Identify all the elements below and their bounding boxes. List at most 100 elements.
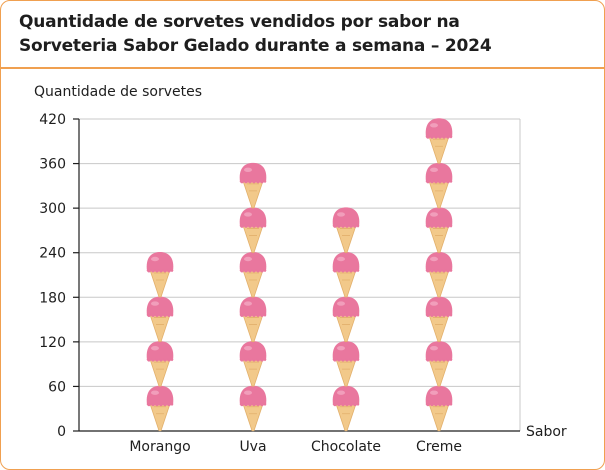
scoop: [146, 341, 174, 361]
y-tick-label: 180: [39, 290, 66, 306]
cone-texture: [154, 361, 166, 370]
scoop: [425, 162, 453, 182]
chart-title-line-2: Sorveteria Sabor Gelado durante a semana…: [19, 36, 492, 56]
scoop-drip: [239, 224, 267, 228]
scoop-highlight: [430, 167, 438, 173]
cone-texture: [433, 138, 445, 147]
ice-cream-cone-icon: [239, 296, 267, 342]
scoop: [332, 252, 360, 271]
cone-texture: [433, 361, 445, 370]
scoop-highlight: [337, 212, 345, 217]
scoop: [425, 341, 453, 361]
x-tick-label: Creme: [416, 439, 462, 455]
y-tick-label: 60: [48, 379, 66, 395]
cone-texture: [340, 272, 352, 281]
cone-texture: [247, 228, 259, 236]
scoop-drip: [146, 313, 174, 318]
ice-cream-cone-icon: [425, 341, 453, 387]
scoop-highlight: [337, 301, 345, 306]
scoop-drip: [332, 402, 360, 407]
cone-texture: [433, 183, 445, 192]
ice-cream-cone-icon: [239, 162, 267, 209]
cone-texture: [154, 317, 166, 325]
scoop-highlight: [244, 212, 252, 217]
scoop: [332, 341, 360, 361]
scoop-highlight: [244, 256, 252, 262]
ice-cream-cone-icon: [239, 385, 267, 432]
ice-cream-cone-icon: [332, 252, 360, 298]
ice-cream-cone-icon: [239, 207, 267, 253]
scoop: [239, 207, 267, 227]
y-tick-label: 240: [39, 246, 66, 262]
scoop-highlight: [244, 345, 252, 351]
scoop: [146, 296, 174, 316]
ice-cream-cone-icon: [146, 341, 174, 387]
scoop: [239, 162, 267, 182]
scoop: [146, 385, 174, 405]
scoop-highlight: [244, 167, 252, 173]
y-tick-label: 420: [39, 112, 66, 128]
cone-texture: [340, 361, 352, 370]
ice-cream-cone-icon: [332, 385, 360, 432]
scoop-drip: [239, 402, 267, 407]
scoop: [425, 207, 453, 227]
y-tick-label: 120: [39, 335, 66, 351]
ice-cream-cone-icon: [146, 296, 174, 342]
scoop: [332, 207, 360, 227]
scoop-highlight: [151, 301, 159, 306]
scoop-highlight: [244, 301, 252, 306]
scoop-drip: [425, 268, 453, 273]
scoop: [332, 296, 360, 316]
y-tick-label: 300: [39, 201, 66, 217]
cone-texture: [247, 183, 259, 192]
scoop-drip: [425, 357, 453, 362]
scoop-drip: [425, 224, 453, 228]
y-tick-label: 0: [57, 424, 66, 440]
chart-title: Quantidade de sorvetes vendidos por sabo…: [1, 1, 604, 69]
scoop-drip: [239, 313, 267, 318]
cone-texture: [247, 317, 259, 325]
scoop: [425, 385, 453, 405]
cone-texture: [247, 406, 259, 415]
scoop-drip: [239, 357, 267, 362]
cone-texture: [433, 317, 445, 325]
scoop-highlight: [337, 345, 345, 351]
scoop-drip: [332, 268, 360, 273]
scoop-drip: [332, 357, 360, 362]
scoop-highlight: [337, 390, 345, 395]
scoop: [239, 252, 267, 271]
scoop: [425, 296, 453, 316]
scoop: [425, 252, 453, 271]
cone-texture: [340, 228, 352, 236]
ice-cream-cone-icon: [146, 252, 174, 298]
y-axis-label: Quantidade de sorvetes: [34, 84, 202, 100]
scoop-drip: [239, 179, 267, 184]
cone-texture: [154, 272, 166, 281]
scoop: [332, 385, 360, 405]
scoop-highlight: [430, 390, 438, 395]
ice-cream-cone-icon: [332, 207, 360, 253]
x-tick-label: Morango: [129, 439, 190, 455]
ice-cream-cone-icon: [239, 252, 267, 298]
scoop-drip: [146, 268, 174, 273]
scoop-highlight: [151, 390, 159, 395]
scoop-drip: [425, 179, 453, 184]
scoop-drip: [425, 134, 453, 139]
scoop-highlight: [337, 256, 345, 262]
ice-cream-cone-icon: [146, 385, 174, 432]
cone-texture: [340, 406, 352, 415]
scoop-highlight: [430, 256, 438, 262]
scoop-highlight: [151, 256, 159, 262]
x-tick-label: Chocolate: [311, 439, 381, 455]
scoop-drip: [425, 313, 453, 318]
cone-texture: [433, 272, 445, 281]
cone-texture: [433, 228, 445, 236]
ice-cream-cone-icon: [425, 385, 453, 432]
ice-cream-cone-icon: [425, 207, 453, 253]
scoop-drip: [146, 357, 174, 362]
scoop-drip: [332, 313, 360, 318]
ice-cream-cone-icon: [425, 296, 453, 342]
cone-texture: [247, 272, 259, 281]
